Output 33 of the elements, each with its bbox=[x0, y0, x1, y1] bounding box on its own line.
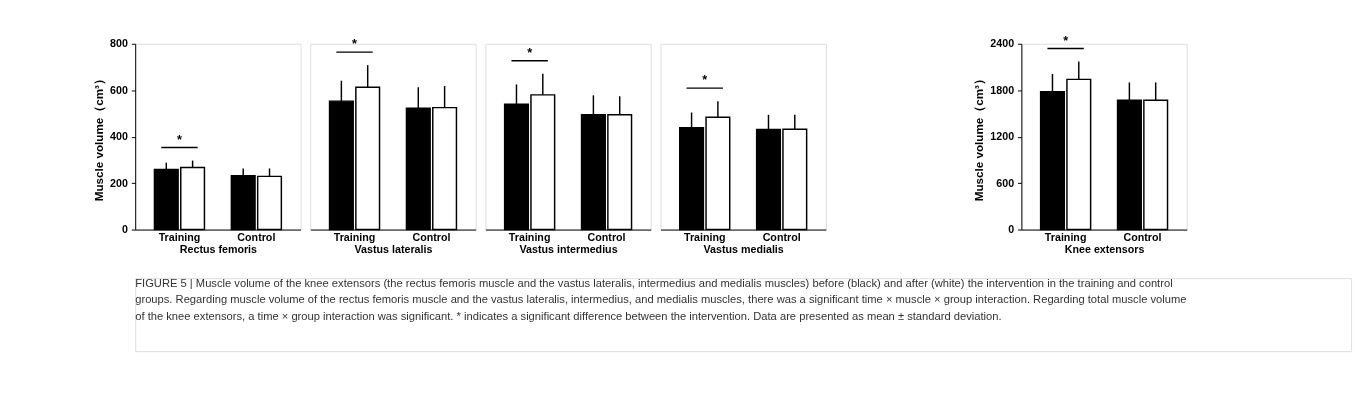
x-tick-label: Control bbox=[762, 230, 801, 243]
caption: FIGURE 5 | Muscle volume of the knee extensors (the rectus femoris muscle and the vastus lateralis, intermedius and medialis muscles) before (black) and after (white) the intervention in the training and control groups. Regarding muscle volume of the rectus femoris muscle and the vastus lateralis, intermedius, and medialis muscles, there was a significant time × muscle × group interaction. Regarding total muscle volume of the knee extensors, a time × group interaction was significant. * indicates a significant difference between the intervention. Data are presented as mean ± standard deviation. bbox=[135, 276, 1187, 323]
y-tick-label: 0 bbox=[121, 222, 128, 235]
x-tick-label: Training bbox=[1044, 230, 1087, 243]
x-tick-label: Training bbox=[508, 230, 551, 243]
y-axis-title: Muscle volume（cm³） bbox=[92, 73, 107, 202]
x-axis-title: Vastus medialis bbox=[703, 243, 784, 256]
y-tick-label: 800 bbox=[110, 37, 128, 50]
x-tick-label: Control bbox=[1123, 230, 1162, 243]
x-tick-label: Control bbox=[237, 230, 276, 243]
y-tick-label: 2400 bbox=[990, 37, 1015, 50]
y-tick-label: 1800 bbox=[990, 83, 1015, 96]
y-tick-label: 1200 bbox=[990, 130, 1015, 143]
y-tick-label: 200 bbox=[110, 176, 128, 189]
x-tick-label: Training bbox=[158, 230, 201, 243]
x-axis-title: Vastus intermedius bbox=[519, 243, 618, 256]
y-tick-label: 600 bbox=[110, 83, 128, 96]
annotation: * bbox=[1063, 33, 1069, 48]
x-axis-title: Rectus femoris bbox=[179, 243, 258, 256]
annotation: * bbox=[527, 45, 533, 60]
y-tick-label: 600 bbox=[996, 176, 1015, 189]
y-axis-title: Muscle volume（cm³） bbox=[972, 73, 987, 202]
annotation: * bbox=[352, 37, 358, 52]
x-tick-label: Training bbox=[683, 230, 726, 243]
annotation: * bbox=[176, 132, 182, 147]
x-tick-label: Control bbox=[587, 230, 626, 243]
y-tick-label: 0 bbox=[1008, 222, 1015, 235]
x-tick-label: Training bbox=[333, 230, 376, 243]
x-axis-title: Vastus lateralis bbox=[354, 243, 433, 256]
x-axis-title: Knee extensors bbox=[1064, 243, 1145, 256]
x-tick-label: Control bbox=[412, 230, 451, 243]
y-tick-label: 400 bbox=[110, 130, 128, 143]
annotation: * bbox=[702, 73, 708, 88]
